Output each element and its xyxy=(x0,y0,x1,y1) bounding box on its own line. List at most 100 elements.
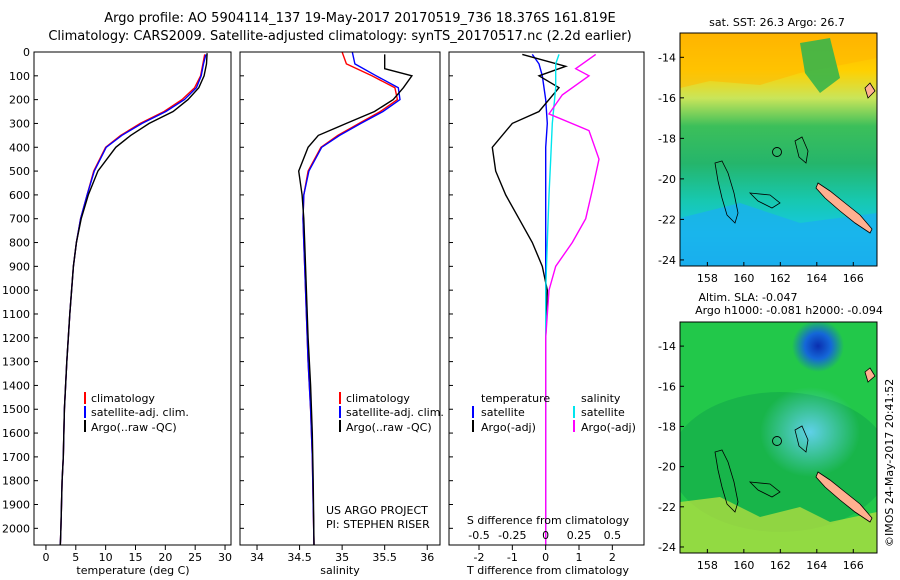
sst-axes: 158 160 162 164 166 -14 -16 -18 -20 -22 -24 xyxy=(658,51,864,285)
sst-blue-patch xyxy=(680,203,877,266)
sst-map-panel: sat. SST: 26.3 Argo: 26.7 xyxy=(658,16,878,285)
temperature-ytick-label-18: 1800 xyxy=(2,475,30,488)
sla_map-xtick-label-3: 164 xyxy=(806,559,827,572)
sla_map-ytick-label-5: -24 xyxy=(658,541,676,554)
temperature-xtick-label-2: 10 xyxy=(99,551,113,564)
argo-position-marker xyxy=(772,436,782,446)
legend-swatch-climatology xyxy=(339,392,341,404)
temperature-ytick-label-4: 400 xyxy=(9,141,30,154)
temperature-ytick-label-12: 1200 xyxy=(2,332,30,345)
legend-label-satellite: satellite-adj. clim. xyxy=(91,406,189,419)
sst_map-xtick-label-3: 164 xyxy=(806,272,827,285)
temperature-panel: 0 5 10 15 20 25 300100200300400500600700800900… xyxy=(2,46,232,577)
sla_map-xtick-label-0: 158 xyxy=(697,559,718,572)
difference-series-3 xyxy=(545,53,600,545)
legend-swatch-climatology xyxy=(84,392,86,404)
legend-heading-temperature: temperature xyxy=(481,392,550,405)
sla-low-eddy xyxy=(792,322,844,372)
sst_map-ytick-label-2: -18 xyxy=(658,132,676,145)
legend-label-satellite: satellite-adj. clim. xyxy=(346,406,444,419)
coastline-vanuatu-small xyxy=(864,367,876,383)
sst_map-ytick-label-3: -20 xyxy=(658,173,676,186)
legend-label-sal-satellite: satellite xyxy=(581,406,625,419)
difference-xtick-label-0: -2 xyxy=(474,551,485,564)
salinity-panel: 34 34.5 35 35.5 36 salinity climatology sate… xyxy=(239,51,444,577)
sst_map-xtick-label-1: 160 xyxy=(733,272,754,285)
temperature-ytick-label-16: 1600 xyxy=(2,427,30,440)
sst_map-xtick-label-2: 162 xyxy=(770,272,791,285)
sst_map-ytick-label-0: -14 xyxy=(658,51,676,64)
legend-swatch-satellite xyxy=(339,406,341,418)
chesterfield-outline xyxy=(714,160,739,224)
difference-xlabel: T difference from climatology xyxy=(466,564,629,577)
legend-swatch-satellite xyxy=(84,406,86,418)
temperature-legend: climatology satellite-adj. clim. Argo(..… xyxy=(84,392,189,434)
temperature-xtick-label-1: 5 xyxy=(72,551,79,564)
sla_map-ytick-label-4: -22 xyxy=(658,501,676,514)
sla_map-xtick-label-1: 160 xyxy=(733,559,754,572)
salinity-xtick-label-0: 34 xyxy=(250,551,264,564)
temperature-ytick-label-13: 1300 xyxy=(2,356,30,369)
legend-swatch-temp-argo xyxy=(472,420,474,432)
sst_map-ytick-label-5: -24 xyxy=(658,254,676,267)
temperature-lines xyxy=(59,53,208,546)
salinity-series-0 xyxy=(302,51,399,546)
sla_map-ytick-label-1: -16 xyxy=(658,380,676,393)
sla_map-xtick-label-4: 166 xyxy=(843,559,864,572)
legend-label-sal-argo: Argo(-adj) xyxy=(581,421,636,434)
chesterfield-outline xyxy=(714,449,739,513)
argo-position-marker xyxy=(772,147,782,157)
difference-legend: temperature satellite Argo(-adj) salinit… xyxy=(472,392,636,434)
title-line-1: Argo profile: AO 5904114_137 19-May-2017… xyxy=(104,11,616,26)
temperature-series-0 xyxy=(59,54,206,546)
temperature-ytick-label-5: 500 xyxy=(9,165,30,178)
sst-map-field xyxy=(680,33,877,266)
credit-stamp: ©IMOS 24-May-2017 20:41:52 xyxy=(883,379,896,547)
difference-series-1 xyxy=(491,53,569,545)
legend-label-climatology: climatology xyxy=(346,392,410,405)
temperature-xtick-label-0: 0 xyxy=(42,551,49,564)
legend-swatch-temp-satellite xyxy=(472,406,474,418)
temperature-xtick-label-4: 20 xyxy=(158,551,172,564)
temperature-ytick-label-14: 1400 xyxy=(2,379,30,392)
pi-annotation: PI: STEPHEN RISER xyxy=(326,518,430,531)
temperature-ytick-label-1: 100 xyxy=(9,70,30,83)
temperature-xtick-label-6: 30 xyxy=(218,551,232,564)
temperature-ytick-label-7: 700 xyxy=(9,213,30,226)
temperature-xtick-label-5: 25 xyxy=(188,551,202,564)
sla-yellow-patch xyxy=(680,497,877,553)
difference-xlabel-top: S difference from climatology xyxy=(467,514,630,527)
sla-map-subtitle: Argo h1000: -0.081 h2000: -0.094 xyxy=(695,304,883,317)
difference-frame xyxy=(448,51,645,546)
legend-swatch-argo xyxy=(84,420,86,432)
sla_map-ytick-label-0: -14 xyxy=(658,340,676,353)
salinity-series-2 xyxy=(297,54,414,546)
legend-label-temp-argo: Argo(-adj) xyxy=(481,421,536,434)
temperature-ytick-label-11: 1100 xyxy=(2,308,30,321)
sla_map-ytick-label-3: -20 xyxy=(658,461,676,474)
sst_map-ytick-label-4: -22 xyxy=(658,213,676,226)
legend-heading-salinity: salinity xyxy=(581,392,621,405)
title-line-2: Climatology: CARS2009. Satellite-adjuste… xyxy=(48,29,631,44)
legend-label-climatology: climatology xyxy=(91,392,155,405)
difference-s-tick-label-3: 0.25 xyxy=(567,529,592,542)
temperature-series-1 xyxy=(59,54,207,546)
salinity-lines xyxy=(297,51,414,546)
difference-s-tick-label-4: 0.5 xyxy=(604,529,622,542)
temperature-axes: 0 5 10 15 20 25 300100200300400500600700800900… xyxy=(2,46,232,564)
sla-axes: 158 160 162 164 166 -14 -16 -18 -20 -22 -24 xyxy=(658,340,864,572)
temperature-ytick-label-2: 200 xyxy=(9,94,30,107)
salinity-xlabel: salinity xyxy=(320,564,360,577)
salinity-xtick-label-2: 35 xyxy=(335,551,349,564)
temperature-frame xyxy=(33,51,232,546)
island-outline xyxy=(794,425,809,453)
salinity-legend: climatology satellite-adj. clim. Argo(..… xyxy=(339,392,444,434)
temperature-ytick-label-8: 800 xyxy=(9,237,30,250)
salinity-xtick-label-1: 34.5 xyxy=(287,551,312,564)
sla_map-xtick-label-2: 162 xyxy=(770,559,791,572)
temperature-series-2 xyxy=(59,53,208,546)
salinity-axes: 34 34.5 35 35.5 36 xyxy=(240,51,434,564)
difference-s-tick-label-2: 0 xyxy=(542,529,549,542)
salinity-frame xyxy=(239,51,441,546)
